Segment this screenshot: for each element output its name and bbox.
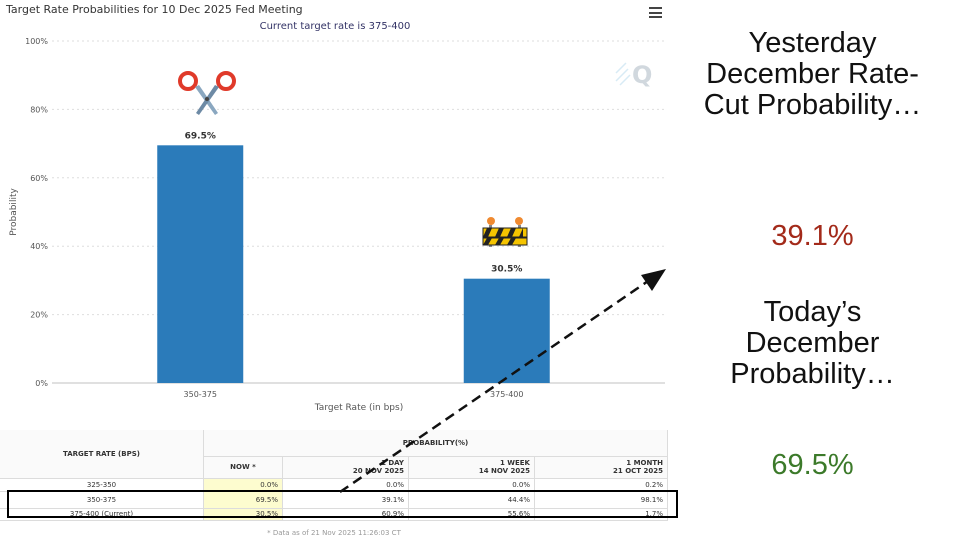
today-label: Today’s December Probability… bbox=[730, 296, 895, 390]
bar-350-375[interactable] bbox=[157, 145, 244, 383]
x-axis-title: Target Rate (in bps) bbox=[314, 403, 403, 413]
q-logo: Q bbox=[615, 61, 652, 89]
y-tick-label: 40% bbox=[30, 242, 48, 251]
table-row: 350-375 69.5% 39.1% 44.4% 98.1% bbox=[0, 491, 668, 509]
y-tick-label: 0% bbox=[35, 379, 48, 388]
col-1month: 1 MONTH 21 OCT 2025 bbox=[534, 456, 668, 479]
y-tick-label: 60% bbox=[30, 174, 48, 183]
bar-chart: 0% 20% 40% 60% 80% 100% 69.5% 350-375 30.5% 375-… bbox=[9, 37, 665, 413]
menu-icon[interactable] bbox=[649, 7, 662, 18]
chart-subtitle: Current target rate is 375-400 bbox=[259, 21, 411, 32]
x-tick-label: 350-375 bbox=[184, 390, 217, 399]
scissors-icon bbox=[178, 71, 236, 115]
chart-panel: Target Rate Probabilities for 10 Dec 202… bbox=[0, 3, 668, 537]
data-label: 30.5% bbox=[491, 265, 522, 275]
chart-title: Target Rate Probabilities for 10 Dec 202… bbox=[6, 3, 303, 16]
roadblock-icon bbox=[482, 217, 528, 247]
data-label: 69.5% bbox=[185, 131, 216, 141]
y-tick-label: 100% bbox=[25, 37, 48, 46]
bar-375-400[interactable] bbox=[463, 278, 550, 383]
table-footnote: * Data as of 21 Nov 2025 11:26:03 CT bbox=[267, 529, 401, 537]
y-axis-title: Probability bbox=[9, 188, 19, 236]
probability-table: TARGET RATE (BPS) PROBABILITY(%) NOW * 1… bbox=[0, 430, 668, 521]
x-tick-label: 375-400 bbox=[490, 390, 523, 399]
y-tick-label: 20% bbox=[30, 311, 48, 320]
header-target-rate: TARGET RATE (BPS) bbox=[0, 430, 204, 479]
yesterday-value: 39.1% bbox=[771, 220, 854, 252]
today-value: 69.5% bbox=[771, 449, 854, 481]
header-probability: PROBABILITY(%) bbox=[203, 430, 668, 457]
col-1day: 1 DAY 20 NOV 2025 bbox=[282, 456, 409, 479]
y-tick-label: 80% bbox=[30, 105, 48, 114]
svg-text:Q: Q bbox=[632, 61, 652, 89]
col-now: NOW * bbox=[203, 456, 283, 479]
col-1week: 1 WEEK 14 NOV 2025 bbox=[408, 456, 535, 479]
yesterday-label: Yesterday December Rate-Cut Probability… bbox=[703, 27, 922, 121]
